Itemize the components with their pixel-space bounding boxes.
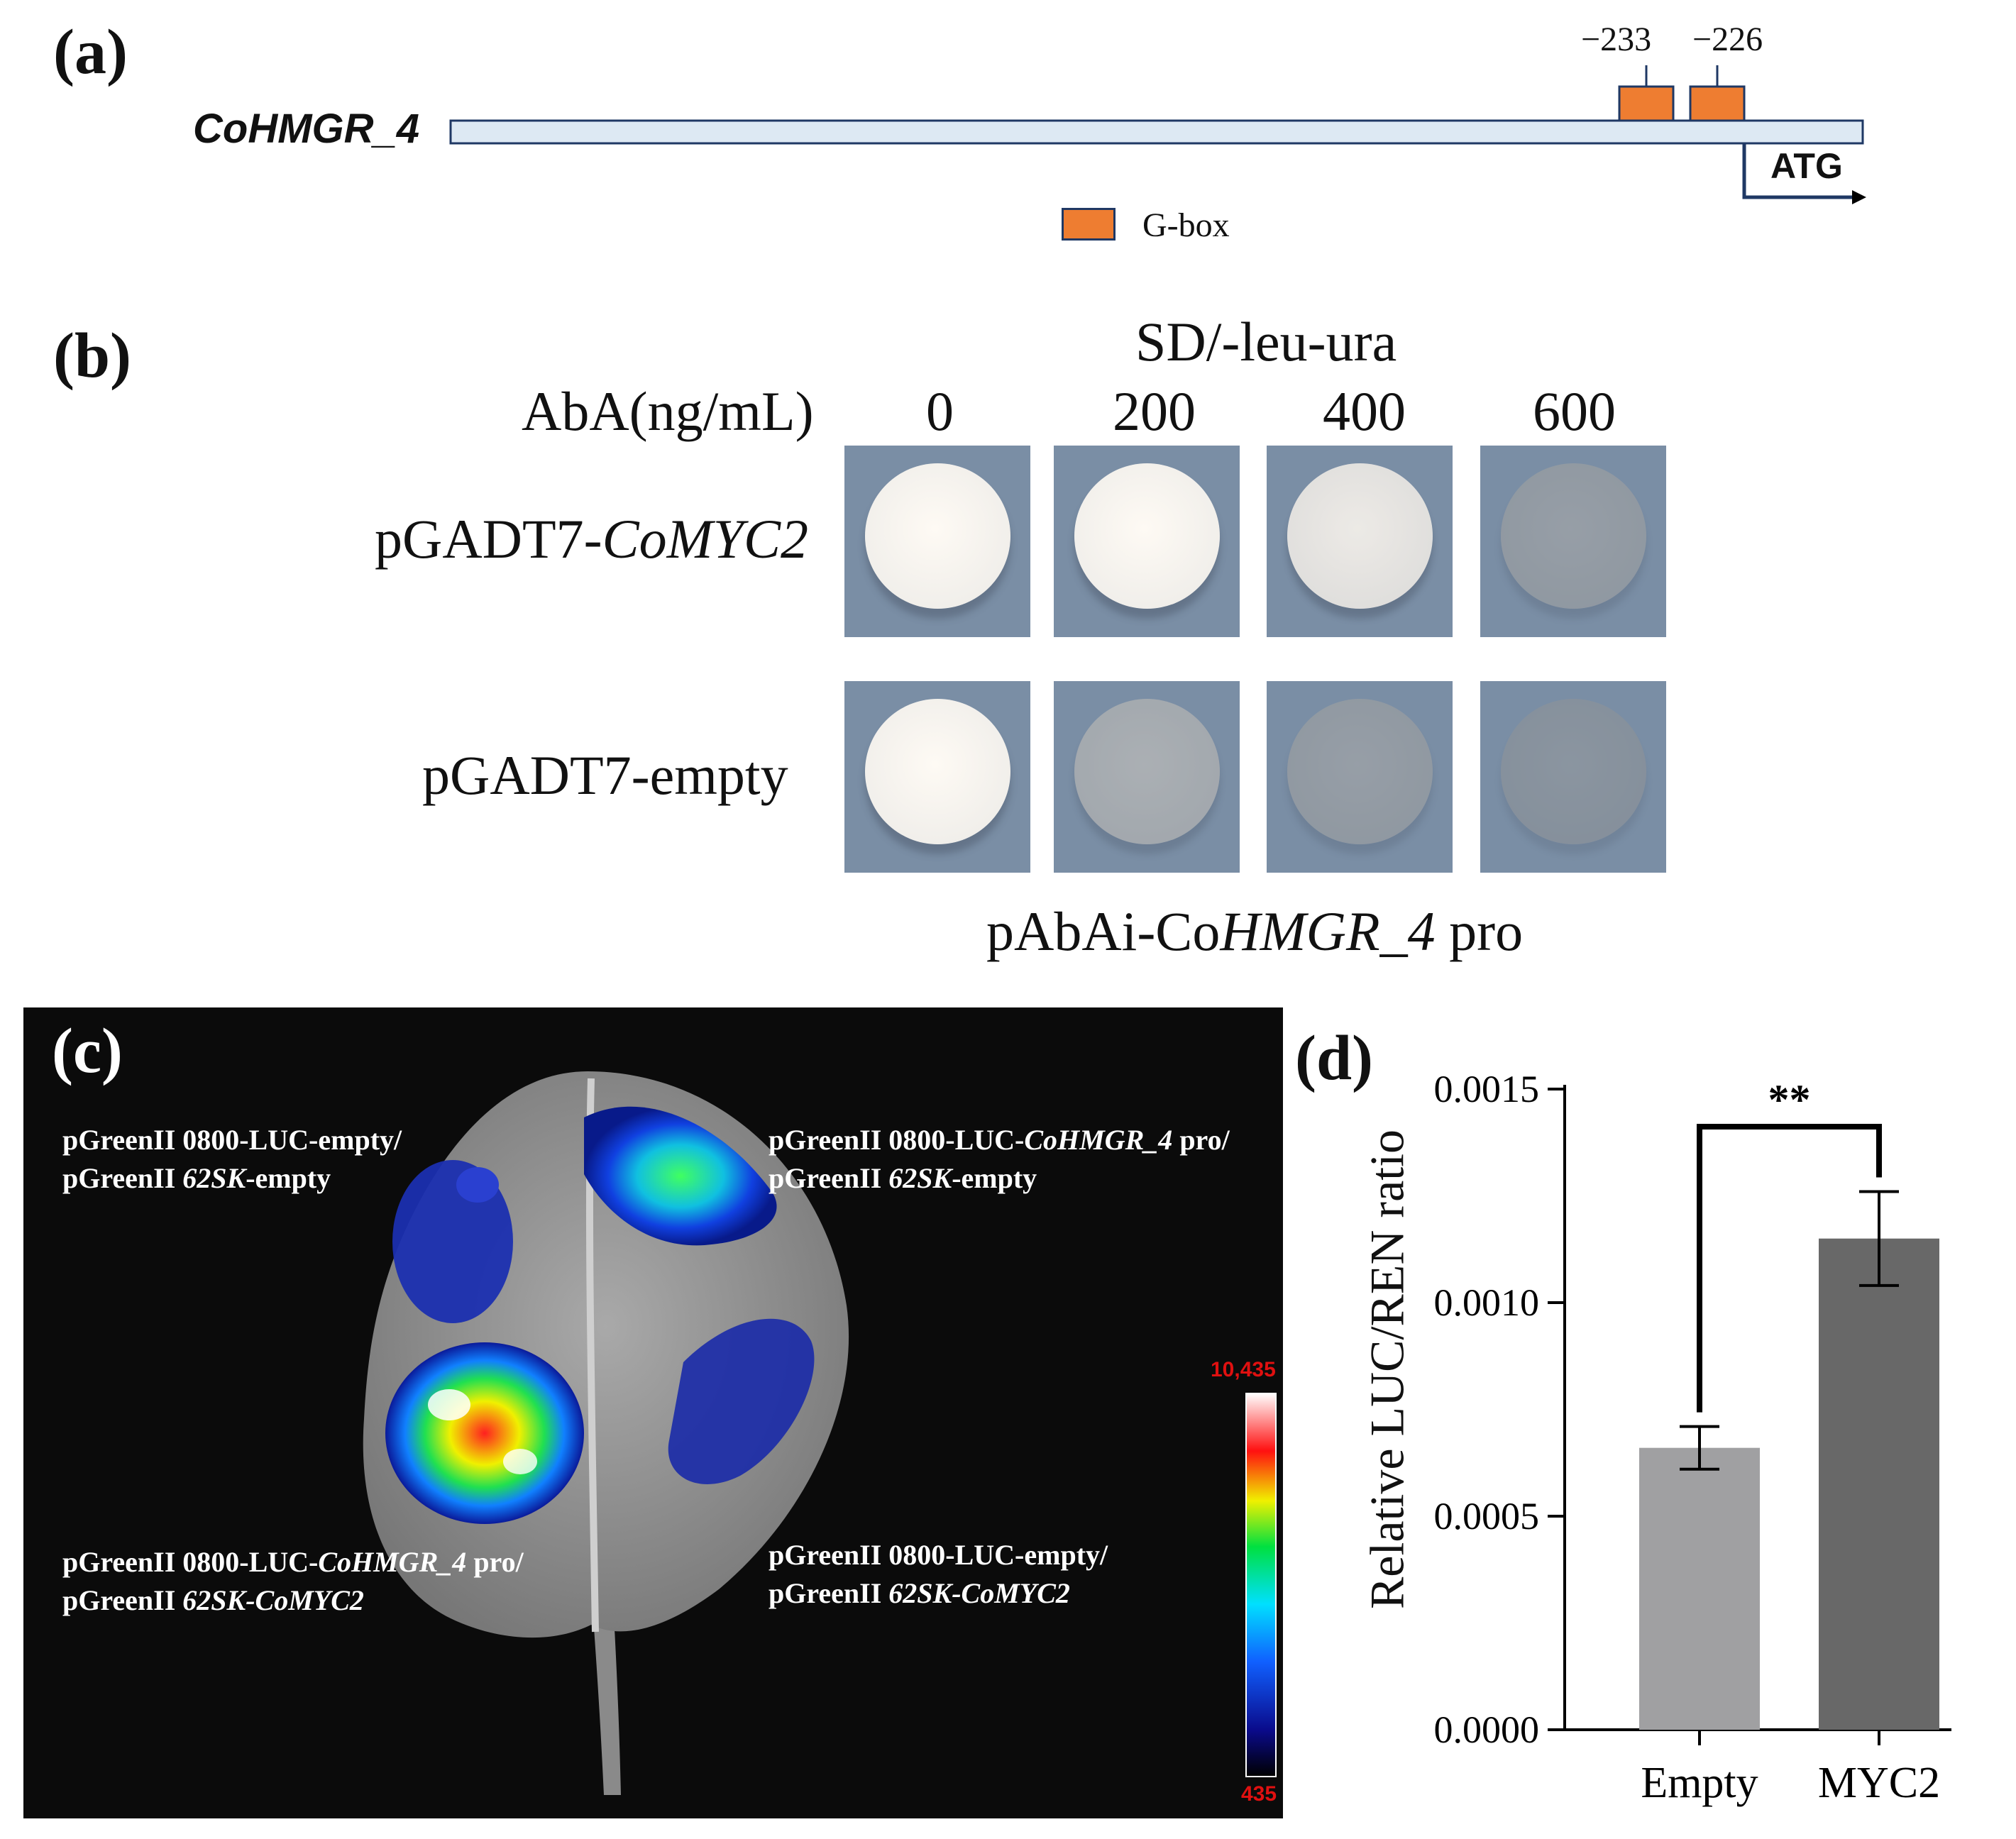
color-scale-bar — [1245, 1393, 1277, 1777]
site-233-label: −233 — [1581, 21, 1652, 58]
row-label-comyc2: pGADT7-CoMYC2 — [375, 508, 809, 570]
row-label-empty: pGADT7-empty — [422, 744, 788, 806]
yeast-spot-r2-c2 — [1054, 681, 1240, 873]
bait-label: pAbAi-CoHMGR_4 pro — [986, 900, 1524, 962]
scale-min-label: 435 — [1241, 1782, 1277, 1806]
leaf-image — [363, 1071, 1277, 1795]
panel-c-label: (c) — [52, 1016, 123, 1086]
x-tick-label-myc2: MYC2 — [1818, 1759, 1940, 1807]
gene-name: CoHMGR_4 — [193, 106, 420, 152]
y-tick-label: 0.0000 — [1434, 1708, 1540, 1751]
atg-label: ATG — [1770, 146, 1843, 186]
aba-label: AbA(ng/mL) — [522, 380, 814, 442]
conc-0: 0 — [926, 380, 954, 442]
yeast-spot-r2-c4 — [1480, 681, 1666, 873]
scale-max-label: 10,435 — [1211, 1358, 1276, 1381]
g-box-226 — [1689, 85, 1746, 122]
significance-label: ** — [1768, 1076, 1811, 1123]
x-tick-label-empty: Empty — [1641, 1759, 1758, 1807]
promoter-diagram — [449, 65, 1866, 204]
panel-b-label: (b) — [53, 321, 131, 391]
legend-gbox-label: G-box — [1142, 206, 1230, 244]
promoter-bar — [449, 119, 1864, 145]
legend-gbox-swatch — [1062, 208, 1116, 241]
y-tick-label: 0.0005 — [1434, 1495, 1540, 1537]
conc-400: 400 — [1323, 380, 1406, 442]
y-tick-label: 0.0010 — [1434, 1281, 1540, 1324]
bar-myc2 — [1819, 1238, 1939, 1730]
y-tick-label: 0.0015 — [1434, 1068, 1540, 1110]
significance-bracket — [1697, 1124, 1882, 1413]
label-bottom-right: pGreenII 0800-LUC-empty/ pGreenII 62SK-C… — [769, 1539, 1108, 1609]
label-top-left: pGreenII 0800-LUC-empty/ pGreenII 62SK-e… — [62, 1124, 402, 1194]
arrow-head-icon — [1852, 190, 1866, 204]
label-top-right: pGreenII 0800-LUC-CoHMGR_4 pro/ pGreenII… — [769, 1124, 1230, 1194]
conc-200: 200 — [1113, 380, 1196, 442]
conc-600: 600 — [1533, 380, 1616, 442]
medium-label: SD/-leu-ura — [1135, 311, 1397, 372]
yeast-spot-r2-c3 — [1267, 681, 1453, 873]
bar-empty — [1639, 1447, 1760, 1730]
site-226-label: −226 — [1692, 21, 1763, 58]
label-bottom-left: pGreenII 0800-LUC-CoHMGR_4 pro/ pGreenII… — [62, 1546, 524, 1616]
g-box-233 — [1618, 85, 1675, 122]
panel-a-label: (a) — [53, 17, 128, 87]
yeast-spot-r1-c4 — [1480, 446, 1666, 637]
yeast-spot-r2-c1 — [844, 681, 1030, 873]
yeast-spot-r1-c2 — [1054, 446, 1240, 637]
yeast-spot-r1-c1 — [844, 446, 1030, 637]
panel-d-label: (d) — [1295, 1023, 1373, 1093]
tss-arrow — [1742, 143, 1852, 199]
yeast-spot-r1-c3 — [1267, 446, 1453, 637]
luciferase-image: (c) pGreenII 0800-LUC-empty/ pGreenII 62… — [23, 1007, 1283, 1818]
bar-chart: 0.0000 0.0005 0.0010 0.0015 Empty MYC2 ** — [1434, 1068, 1951, 1807]
